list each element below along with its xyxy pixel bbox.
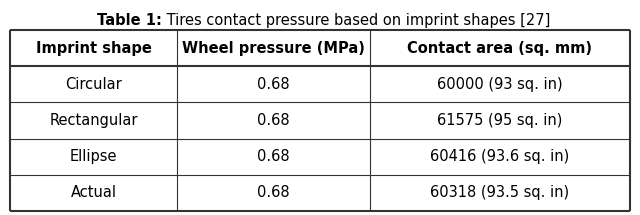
Text: 60318 (93.5 sq. in): 60318 (93.5 sq. in) bbox=[430, 185, 570, 200]
Text: 0.68: 0.68 bbox=[257, 149, 290, 164]
Text: Imprint shape: Imprint shape bbox=[36, 41, 152, 56]
Text: Actual: Actual bbox=[70, 185, 116, 200]
Text: 0.68: 0.68 bbox=[257, 77, 290, 92]
Text: Circular: Circular bbox=[65, 77, 122, 92]
Text: 0.68: 0.68 bbox=[257, 185, 290, 200]
Text: 61575 (95 sq. in): 61575 (95 sq. in) bbox=[437, 113, 563, 128]
Text: Ellipse: Ellipse bbox=[70, 149, 118, 164]
Text: Contact area (sq. mm): Contact area (sq. mm) bbox=[407, 41, 592, 56]
Text: Rectangular: Rectangular bbox=[49, 113, 138, 128]
Text: Tires contact pressure based on imprint shapes [27]: Tires contact pressure based on imprint … bbox=[163, 13, 550, 28]
Text: 60416 (93.6 sq. in): 60416 (93.6 sq. in) bbox=[430, 149, 570, 164]
Text: Wheel pressure (MPa): Wheel pressure (MPa) bbox=[182, 41, 365, 56]
Text: Table 1:: Table 1: bbox=[97, 13, 163, 28]
Text: 60000 (93 sq. in): 60000 (93 sq. in) bbox=[437, 77, 563, 92]
Text: 0.68: 0.68 bbox=[257, 113, 290, 128]
